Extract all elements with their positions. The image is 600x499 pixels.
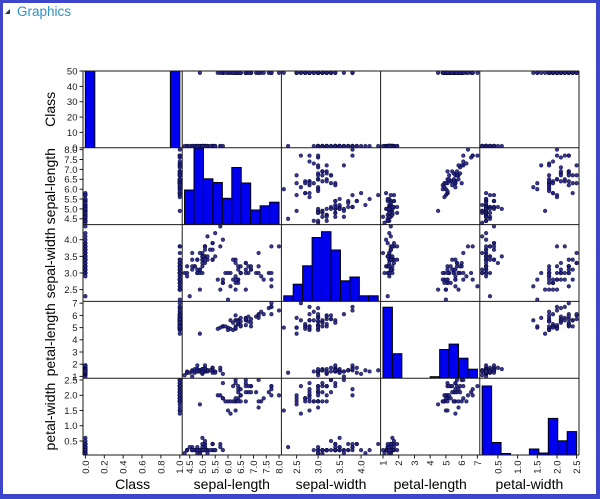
svg-text:sepal-length: sepal-length xyxy=(42,148,58,224)
svg-text:petal-length: petal-length xyxy=(42,303,58,376)
svg-text:5.5: 5.5 xyxy=(211,461,222,474)
svg-text:5.0: 5.0 xyxy=(198,461,209,474)
svg-text:1.0: 1.0 xyxy=(513,461,524,474)
svg-text:0.2: 0.2 xyxy=(100,461,111,474)
svg-text:0.4: 0.4 xyxy=(119,461,130,474)
svg-text:3.5: 3.5 xyxy=(335,461,346,474)
svg-text:6.5: 6.5 xyxy=(236,461,247,474)
svg-text:0.6: 0.6 xyxy=(137,461,148,474)
svg-text:2.5: 2.5 xyxy=(64,285,77,296)
svg-text:0: 0 xyxy=(72,143,77,154)
svg-text:6: 6 xyxy=(72,311,77,322)
svg-text:6: 6 xyxy=(457,461,468,466)
svg-text:4: 4 xyxy=(72,335,77,346)
svg-text:3: 3 xyxy=(410,461,421,466)
svg-text:7.5: 7.5 xyxy=(262,461,273,474)
svg-text:3: 3 xyxy=(72,347,77,358)
svg-text:3.0: 3.0 xyxy=(314,461,325,474)
svg-text:7.0: 7.0 xyxy=(249,461,260,474)
svg-text:8.0: 8.0 xyxy=(64,145,77,156)
svg-text:8.0: 8.0 xyxy=(274,461,285,474)
svg-text:7.5: 7.5 xyxy=(64,155,77,166)
svg-text:petal-length: petal-length xyxy=(394,476,467,492)
svg-text:1.5: 1.5 xyxy=(533,461,544,474)
svg-text:0.0: 0.0 xyxy=(81,461,92,474)
svg-text:sepal-width: sepal-width xyxy=(42,228,58,299)
svg-text:3.0: 3.0 xyxy=(64,268,77,279)
svg-text:1: 1 xyxy=(72,372,77,383)
svg-text:Class: Class xyxy=(42,92,58,127)
svg-text:petal-width: petal-width xyxy=(42,383,58,451)
svg-text:7: 7 xyxy=(473,461,484,466)
svg-text:50: 50 xyxy=(67,66,78,77)
svg-text:7: 7 xyxy=(72,299,77,310)
svg-text:4.0: 4.0 xyxy=(357,461,368,474)
svg-text:5: 5 xyxy=(441,461,452,466)
svg-text:1.5: 1.5 xyxy=(64,406,77,417)
svg-text:30: 30 xyxy=(67,97,78,108)
svg-text:2.0: 2.0 xyxy=(552,461,563,474)
svg-text:2.5: 2.5 xyxy=(64,375,77,386)
svg-text:40: 40 xyxy=(67,82,78,93)
svg-text:1.0: 1.0 xyxy=(64,421,77,432)
svg-text:3.5: 3.5 xyxy=(64,252,77,263)
svg-text:5: 5 xyxy=(72,323,77,334)
svg-text:4.5: 4.5 xyxy=(64,214,77,225)
svg-text:sepal-length: sepal-length xyxy=(194,476,270,492)
svg-text:4.5: 4.5 xyxy=(185,461,196,474)
svg-text:5.0: 5.0 xyxy=(64,204,77,215)
svg-text:petal-width: petal-width xyxy=(496,476,564,492)
svg-text:2.5: 2.5 xyxy=(292,461,303,474)
svg-text:0.5: 0.5 xyxy=(64,436,77,447)
svg-text:sepal-width: sepal-width xyxy=(296,476,367,492)
svg-text:7.0: 7.0 xyxy=(64,165,77,176)
svg-text:0.5: 0.5 xyxy=(493,461,504,474)
svg-text:Class: Class xyxy=(115,476,150,492)
svg-text:10: 10 xyxy=(67,128,78,139)
svg-text:2: 2 xyxy=(72,360,77,371)
svg-text:6.5: 6.5 xyxy=(64,175,77,186)
svg-text:20: 20 xyxy=(67,113,78,124)
svg-text:4: 4 xyxy=(426,461,437,466)
svg-text:5.5: 5.5 xyxy=(64,194,77,205)
svg-text:4.0: 4.0 xyxy=(64,235,77,246)
svg-text:1.0: 1.0 xyxy=(175,461,186,474)
svg-text:2.0: 2.0 xyxy=(64,391,77,402)
svg-text:2: 2 xyxy=(394,461,405,466)
svg-text:6.0: 6.0 xyxy=(64,185,77,196)
svg-text:0.8: 0.8 xyxy=(156,461,167,474)
svg-text:6.0: 6.0 xyxy=(223,461,234,474)
svg-text:1: 1 xyxy=(378,461,389,466)
svg-text:2.5: 2.5 xyxy=(572,461,583,474)
